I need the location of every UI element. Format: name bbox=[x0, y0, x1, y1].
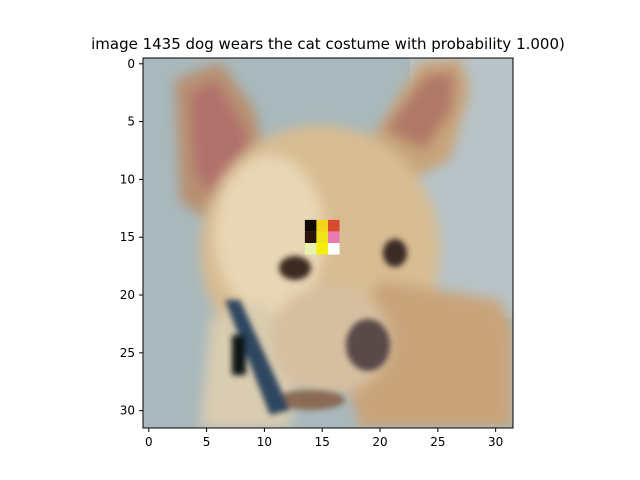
y-tick-label: 20 bbox=[120, 288, 135, 302]
patch-cell bbox=[304, 243, 317, 255]
left-eye-shape bbox=[279, 256, 311, 280]
patch-cell bbox=[304, 231, 317, 243]
y-tick-label: 10 bbox=[120, 172, 135, 186]
y-axis: 0 5 10 15 20 25 30 bbox=[120, 57, 143, 418]
patch-cell bbox=[316, 231, 328, 243]
y-tick-label: 5 bbox=[127, 115, 135, 129]
collar-dark-spot bbox=[232, 335, 246, 375]
x-tick-label: 30 bbox=[488, 435, 503, 449]
mouth-shape bbox=[275, 390, 345, 410]
nose-shape bbox=[346, 319, 390, 371]
x-tick-label: 10 bbox=[257, 435, 272, 449]
patch-cell bbox=[316, 219, 328, 232]
collar-shape bbox=[225, 300, 290, 415]
patch-cell bbox=[316, 243, 328, 255]
x-axis: 0 5 10 15 20 25 30 bbox=[145, 428, 503, 449]
image-area bbox=[143, 58, 513, 428]
x-tick-label: 5 bbox=[203, 435, 211, 449]
x-tick-label: 0 bbox=[145, 435, 153, 449]
patch-cell bbox=[304, 219, 317, 232]
x-tick-label: 25 bbox=[430, 435, 445, 449]
adversarial-patch bbox=[304, 219, 340, 255]
patch-cell bbox=[328, 231, 340, 243]
chart-title: image 1435 dog wears the cat costume wit… bbox=[91, 35, 565, 53]
x-tick-label: 20 bbox=[372, 435, 387, 449]
y-tick-label: 15 bbox=[120, 230, 135, 244]
y-tick-label: 25 bbox=[120, 346, 135, 360]
y-tick-label: 0 bbox=[127, 57, 135, 71]
x-tick-label: 15 bbox=[315, 435, 330, 449]
right-ear-inner-shape bbox=[385, 72, 455, 150]
patch-cell bbox=[328, 243, 340, 255]
right-eye-shape bbox=[383, 239, 407, 267]
plot-frame bbox=[142, 57, 514, 429]
y-tick-label: 30 bbox=[120, 404, 135, 418]
patch-cell bbox=[328, 219, 340, 232]
